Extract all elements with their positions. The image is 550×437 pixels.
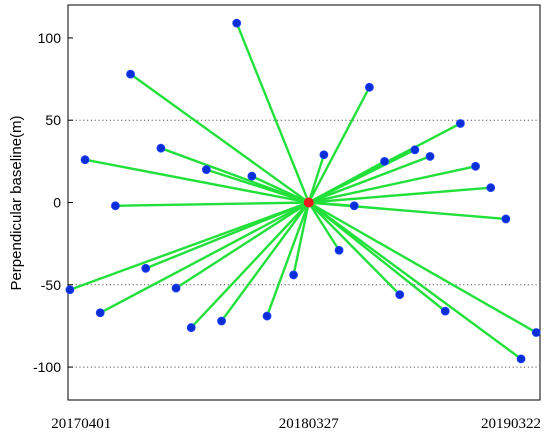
baseline-connections xyxy=(68,21,538,361)
acquisition-point-4 xyxy=(110,201,120,211)
baseline-line-23 xyxy=(307,155,432,204)
baseline-line-15 xyxy=(292,201,310,277)
x-axis-tick-labels: 20170401 20180327 20190322 xyxy=(51,416,541,432)
acquisition-point-27 xyxy=(486,183,496,193)
baseline-line-2 xyxy=(83,158,310,204)
acquisition-point-5 xyxy=(126,69,135,79)
acquisition-point-1 xyxy=(65,285,75,295)
acquisition-point-13 xyxy=(247,171,257,181)
baseline-line-28 xyxy=(307,201,508,221)
acquisition-point-26 xyxy=(471,161,480,171)
acquisition-point-12 xyxy=(232,18,242,28)
baseline-line-21 xyxy=(307,201,401,296)
baseline-line-1 xyxy=(68,201,310,291)
acquisition-point-22 xyxy=(410,145,420,155)
baseline-line-13 xyxy=(250,174,310,204)
acquisition-point-15 xyxy=(289,270,298,280)
grid-lines xyxy=(68,119,540,368)
baseline-line-11 xyxy=(220,201,310,323)
baseline-line-8 xyxy=(174,201,310,290)
acquisition-point-20 xyxy=(380,156,389,166)
x-tick-label: 20180327 xyxy=(279,416,340,432)
baseline-line-29 xyxy=(307,201,523,361)
x-tick-label: 20170401 xyxy=(51,416,111,432)
acquisition-point-2 xyxy=(80,155,90,165)
baseline-line-4 xyxy=(114,201,310,207)
y-axis-title: Perpendicular baseline(m) xyxy=(8,115,25,290)
acquisition-point-28 xyxy=(501,214,511,224)
acquisition-point-16 xyxy=(319,150,329,160)
baseline-line-16 xyxy=(307,153,326,204)
acquisition-point-25 xyxy=(455,119,465,128)
acquisition-points xyxy=(65,18,541,364)
acquisition-point-11 xyxy=(217,316,226,326)
master-point xyxy=(303,197,314,208)
y-tick-label: -100 xyxy=(33,359,61,375)
y-tick-label: 0 xyxy=(53,195,61,211)
acquisition-point-8 xyxy=(171,283,181,293)
y-tick-label: 100 xyxy=(38,30,62,46)
baseline-line-3 xyxy=(99,201,310,314)
acquisition-point-10 xyxy=(201,165,211,174)
acquisition-point-3 xyxy=(95,308,105,318)
acquisition-point-9 xyxy=(186,323,196,332)
master-image-marker xyxy=(303,197,314,208)
acquisition-point-23 xyxy=(425,152,435,161)
baseline-line-6 xyxy=(144,201,310,270)
baseline-line-14 xyxy=(265,201,310,318)
acquisition-point-17 xyxy=(334,245,344,255)
baseline-line-12 xyxy=(235,21,310,204)
y-tick-label: -50 xyxy=(41,277,61,293)
baseline-line-26 xyxy=(307,165,477,204)
baseline-line-9 xyxy=(190,201,310,329)
acquisition-point-6 xyxy=(141,263,151,273)
acquisition-point-18 xyxy=(349,201,359,211)
y-axis-ticks: 100 50 0 -50 -100 xyxy=(33,30,73,375)
baseline-line-30 xyxy=(307,201,538,334)
baseline-line-10 xyxy=(205,168,310,204)
acquisition-point-7 xyxy=(156,143,166,153)
baseline-line-19 xyxy=(307,86,371,204)
acquisition-point-19 xyxy=(364,82,374,92)
baseline-line-17 xyxy=(307,201,341,252)
acquisition-point-14 xyxy=(262,311,272,321)
acquisition-point-21 xyxy=(395,290,405,300)
acquisition-point-24 xyxy=(440,306,450,316)
baseline-line-27 xyxy=(307,186,492,204)
acquisition-point-29 xyxy=(516,354,526,364)
x-tick-label: 20190322 xyxy=(481,416,541,432)
baseline-line-5 xyxy=(129,72,310,204)
acquisition-point-30 xyxy=(531,328,541,337)
y-tick-label: 50 xyxy=(45,112,61,128)
